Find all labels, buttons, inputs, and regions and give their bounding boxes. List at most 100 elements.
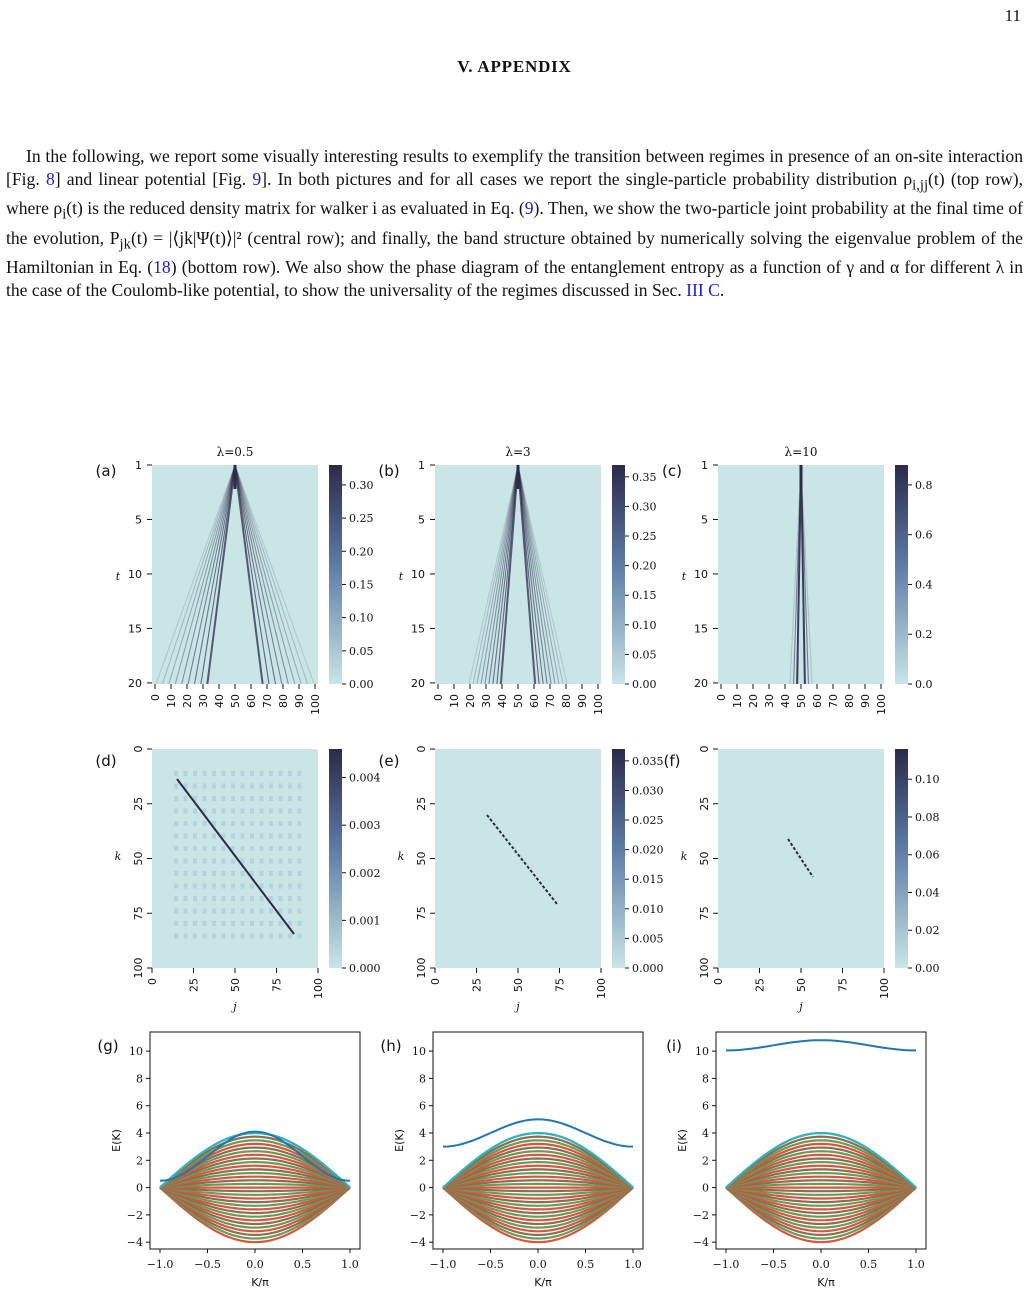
bound-state-line — [159, 1130, 351, 1182]
interference-pattern — [288, 858, 292, 864]
y-tick-label: 15 — [694, 622, 708, 635]
x-tick-label: 0.0 — [246, 1258, 264, 1271]
x-tick-label: −0.5 — [477, 1258, 504, 1271]
light-cone-ray — [234, 464, 283, 685]
interference-pattern — [231, 796, 235, 801]
x-tick-label: 1.0 — [624, 1258, 642, 1271]
interference-pattern — [221, 896, 226, 901]
y-tick-label: 1 — [135, 459, 142, 472]
colorbar-tick-label: 0.10 — [349, 612, 374, 625]
fig8-link[interactable]: 8 — [45, 168, 55, 189]
band-line — [725, 1186, 917, 1237]
light-cone-ray — [181, 464, 236, 685]
interference-pattern — [183, 783, 188, 789]
interference-pattern — [174, 808, 178, 814]
colorbar-tick-label: 0.00 — [349, 678, 374, 691]
band-line — [725, 1186, 917, 1233]
interference-pattern — [288, 908, 292, 914]
y-tick-label: 1 — [701, 459, 708, 472]
colorbar-tick-label: 0.15 — [632, 589, 657, 602]
light-cone-ray — [800, 464, 806, 685]
light-cone-ray — [517, 464, 556, 685]
y-tick-label: 4 — [136, 1127, 143, 1140]
interference-pattern — [240, 871, 245, 876]
y-tick-label: −4 — [410, 1236, 426, 1249]
band-line — [159, 1186, 351, 1207]
interference-pattern — [212, 908, 216, 914]
interference-pattern — [240, 821, 245, 826]
sec-link[interactable]: III C — [686, 280, 720, 301]
y-tick-label: 50 — [132, 852, 145, 866]
band-line — [159, 1153, 351, 1189]
y-tick-label: 0 — [702, 1182, 709, 1195]
light-cone-ray — [476, 464, 519, 685]
light-cone-ray — [161, 464, 236, 685]
band-line — [725, 1186, 917, 1244]
interference-pattern — [297, 833, 302, 839]
x-tick-label: 90 — [576, 694, 589, 708]
interference-pattern — [250, 933, 254, 939]
x-tick-label: 50 — [229, 978, 242, 992]
heatmap-background — [435, 749, 601, 968]
x-tick-label: 60 — [528, 694, 541, 708]
fig9-link[interactable]: 9 — [252, 168, 262, 189]
x-tick-label: −1.0 — [430, 1258, 457, 1271]
interference-pattern — [269, 846, 273, 851]
interference-pattern — [250, 871, 254, 876]
interference-pattern — [278, 796, 283, 801]
interference-pattern — [193, 796, 197, 801]
x-axis-label: j — [230, 1000, 237, 1013]
colorbar-tick-label: 0.4 — [915, 578, 933, 591]
interference-pattern — [193, 921, 197, 926]
band-line — [159, 1171, 351, 1189]
interference-pattern — [231, 871, 235, 876]
interference-pattern — [202, 933, 207, 939]
interference-pattern — [278, 858, 283, 864]
interference-pattern — [183, 883, 188, 889]
colorbar-tick-label: 0.10 — [915, 773, 940, 786]
panel-letter: (c) — [662, 462, 682, 480]
x-tick-label: 50 — [795, 978, 808, 992]
y-tick-label: 75 — [132, 906, 145, 920]
y-axis-label: t — [682, 570, 687, 583]
y-axis-label: t — [399, 570, 404, 583]
light-cone-ray — [517, 464, 552, 685]
y-axis-label: E(K) — [393, 1129, 406, 1152]
x-tick-label: −1.0 — [713, 1258, 740, 1271]
interference-pattern — [269, 896, 273, 901]
band-line — [442, 1146, 634, 1189]
x-tick-label: 75 — [837, 978, 850, 992]
interference-pattern — [193, 871, 197, 876]
interference-pattern — [202, 821, 207, 826]
eq18-link[interactable]: 18 — [153, 257, 171, 278]
band-line — [725, 1153, 917, 1189]
band-line — [442, 1186, 634, 1226]
y-axis-label: E(K) — [110, 1129, 123, 1152]
panel-letter: (d) — [95, 752, 116, 770]
y-tick-label: 10 — [128, 568, 142, 581]
band-line — [159, 1164, 351, 1189]
band-line — [442, 1186, 634, 1229]
interference-pattern — [183, 796, 188, 801]
x-tick-label: 50 — [795, 694, 808, 708]
eq9-link[interactable]: 9 — [524, 198, 534, 219]
band-line — [442, 1186, 634, 1215]
x-axis-label: K/π — [817, 1276, 835, 1289]
interference-pattern — [231, 821, 235, 826]
interference-pattern — [278, 933, 283, 939]
x-tick-label: 0 — [149, 694, 162, 701]
x-tick-label: 30 — [197, 694, 210, 708]
band-line — [159, 1157, 351, 1189]
band-line — [442, 1186, 634, 1211]
x-tick-label: 100 — [592, 694, 605, 715]
band-line — [442, 1186, 634, 1197]
y-tick-label: 5 — [418, 513, 425, 526]
band-line — [442, 1186, 634, 1207]
interference-pattern — [174, 908, 178, 914]
band-line — [159, 1186, 351, 1218]
y-tick-label: 2 — [702, 1154, 709, 1167]
colorbar-tick-label: 0.25 — [349, 512, 374, 525]
panel-title: λ=3 — [505, 445, 530, 459]
interference-pattern — [202, 921, 207, 926]
